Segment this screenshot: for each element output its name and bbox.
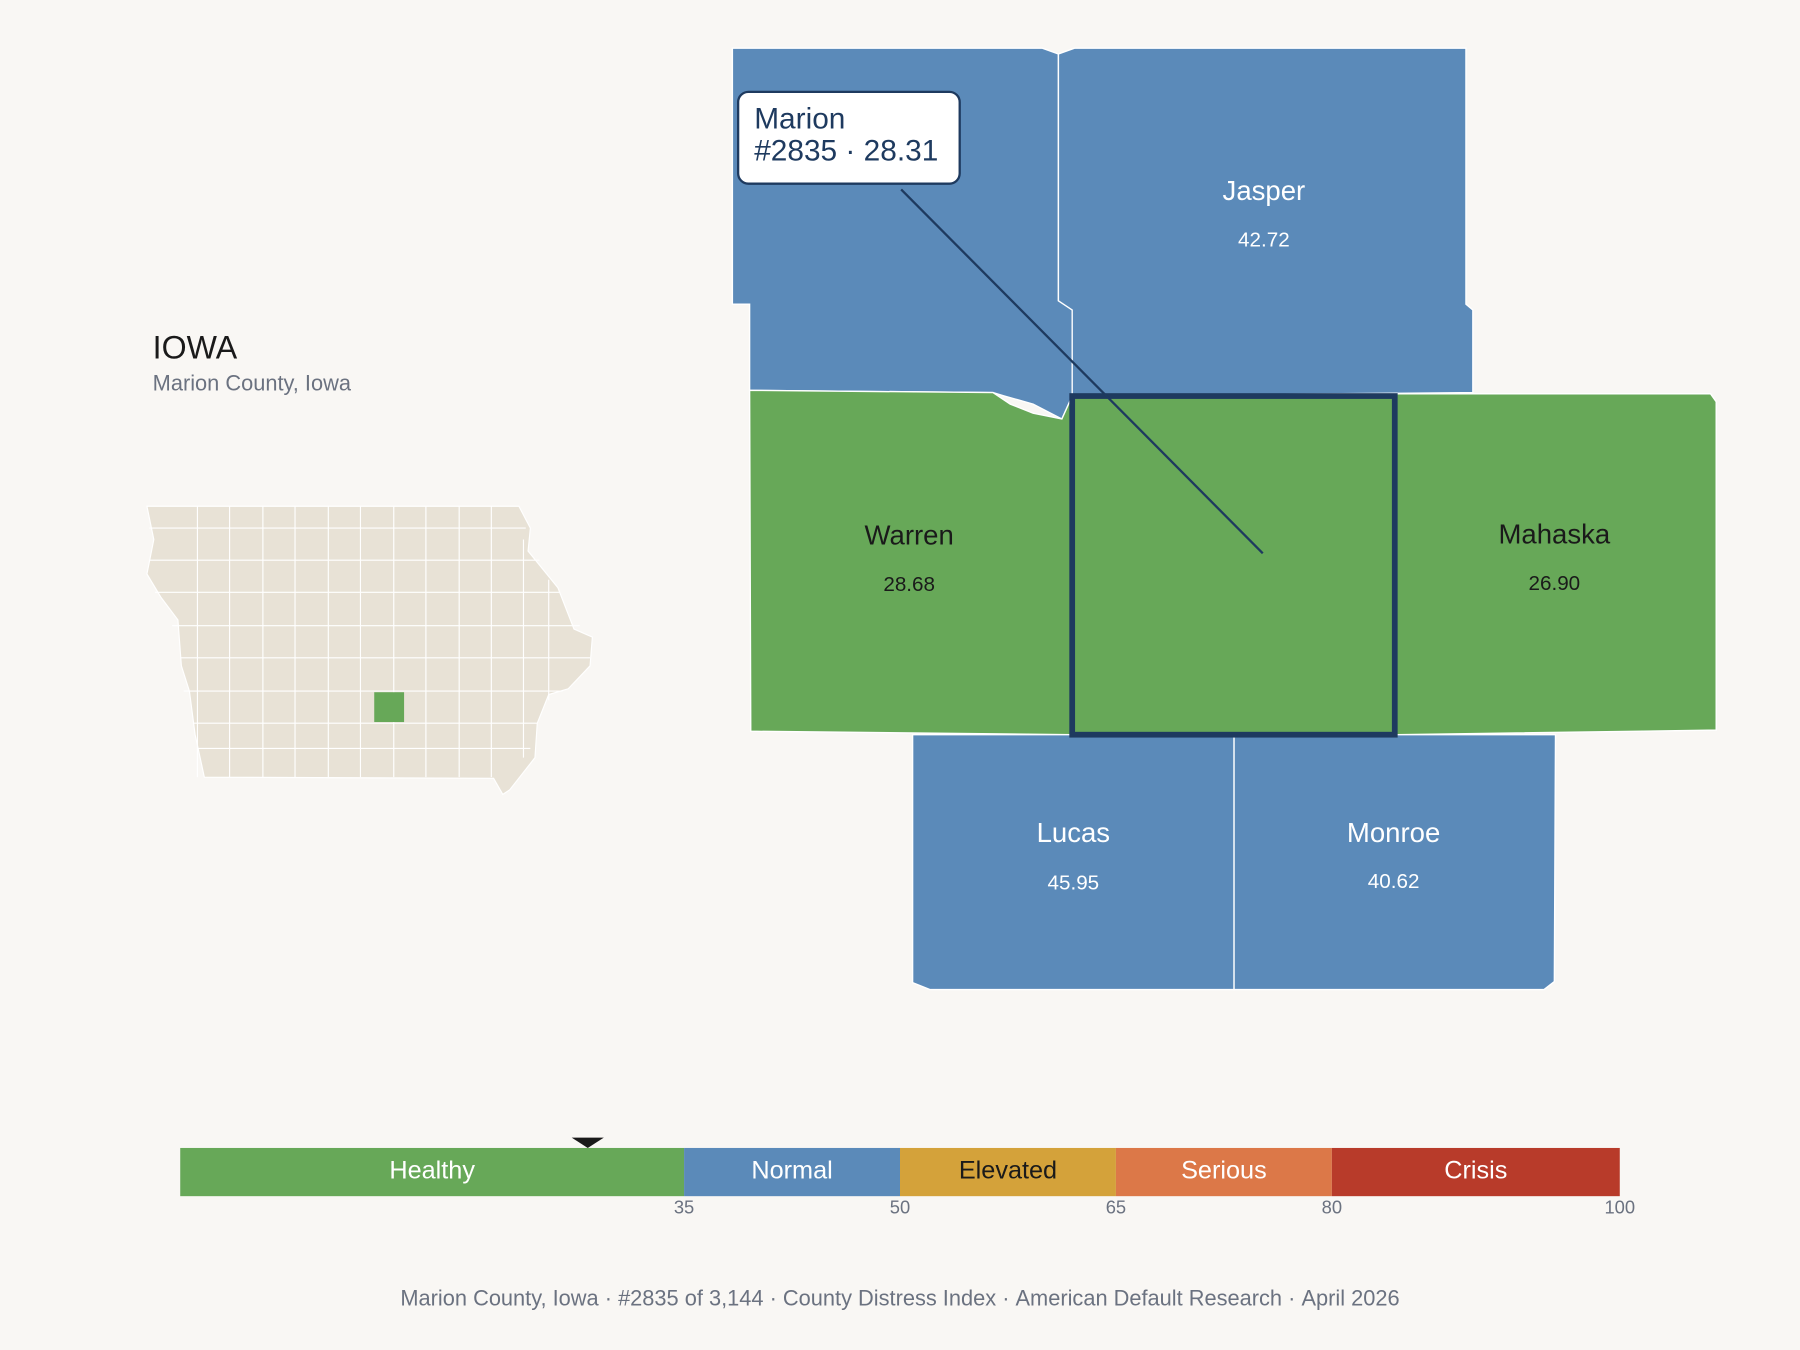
highlight-county <box>374 692 405 723</box>
band-label: Elevated <box>959 1157 1057 1185</box>
band-label: Serious <box>1181 1157 1267 1185</box>
title: IOWA <box>153 330 238 366</box>
county <box>911 734 1235 991</box>
scale-band <box>1115 1147 1332 1197</box>
county-name: Mahaska <box>1498 518 1610 549</box>
tooltip <box>736 90 961 185</box>
county-value: 40.62 <box>1368 870 1420 893</box>
tooltip-detail: #2835 · 28.31 <box>754 135 938 168</box>
tick-label: 65 <box>1106 1197 1126 1218</box>
county-name: Lucas <box>1037 817 1111 848</box>
county-value: 26.90 <box>1528 572 1580 595</box>
county-map: Jasper 42.72 Warren 28.68 Mahaska 26.90 … <box>731 47 1717 991</box>
separator: · <box>1288 1285 1295 1310</box>
band-label: Normal <box>751 1157 832 1185</box>
county <box>1233 734 1557 991</box>
selected-county[interactable] <box>1069 393 1398 738</box>
footer-item: April 2026 <box>1301 1285 1399 1310</box>
scale: Healthy Normal Elevated Serious Crisis 35 50 65… <box>180 1137 1635 1218</box>
tooltip-name: Marion <box>754 102 845 135</box>
county-name: Warren <box>865 520 954 551</box>
marker <box>571 1137 604 1148</box>
tick-label: 80 <box>1322 1197 1342 1218</box>
county-value: 28.68 <box>883 573 935 596</box>
separator: · <box>770 1285 777 1310</box>
separator: · <box>605 1285 612 1310</box>
scale-band <box>684 1147 900 1197</box>
scale-band <box>1331 1147 1620 1197</box>
scale-band <box>900 1147 1116 1197</box>
county <box>1057 47 1474 397</box>
footer-item: County Distress Index <box>783 1285 996 1310</box>
iowa-map <box>146 505 593 796</box>
county-name: Jasper <box>1223 175 1306 206</box>
tick-label: 100 <box>1604 1197 1635 1218</box>
subtitle: Marion County, Iowa <box>153 370 352 395</box>
leader-line <box>900 188 1264 555</box>
separator: · <box>1002 1285 1009 1310</box>
county <box>1394 393 1717 736</box>
footer-item: American Default Research <box>1016 1285 1283 1310</box>
scale-band <box>180 1147 685 1197</box>
band-label: Healthy <box>389 1157 475 1185</box>
band-label: Crisis <box>1444 1157 1507 1185</box>
tick-label: 35 <box>674 1197 694 1218</box>
tick-label: 50 <box>890 1197 910 1218</box>
footer-item: Marion County, Iowa <box>400 1285 599 1310</box>
county <box>748 389 1073 736</box>
footer-item: #2835 of 3,144 <box>618 1285 763 1310</box>
footer: Marion County, Iowa · #2835 of 3,144 · C… <box>400 1285 1399 1310</box>
county-value: 45.95 <box>1047 871 1099 894</box>
county-name: Monroe <box>1347 817 1440 848</box>
county-value: 42.72 <box>1238 229 1290 252</box>
